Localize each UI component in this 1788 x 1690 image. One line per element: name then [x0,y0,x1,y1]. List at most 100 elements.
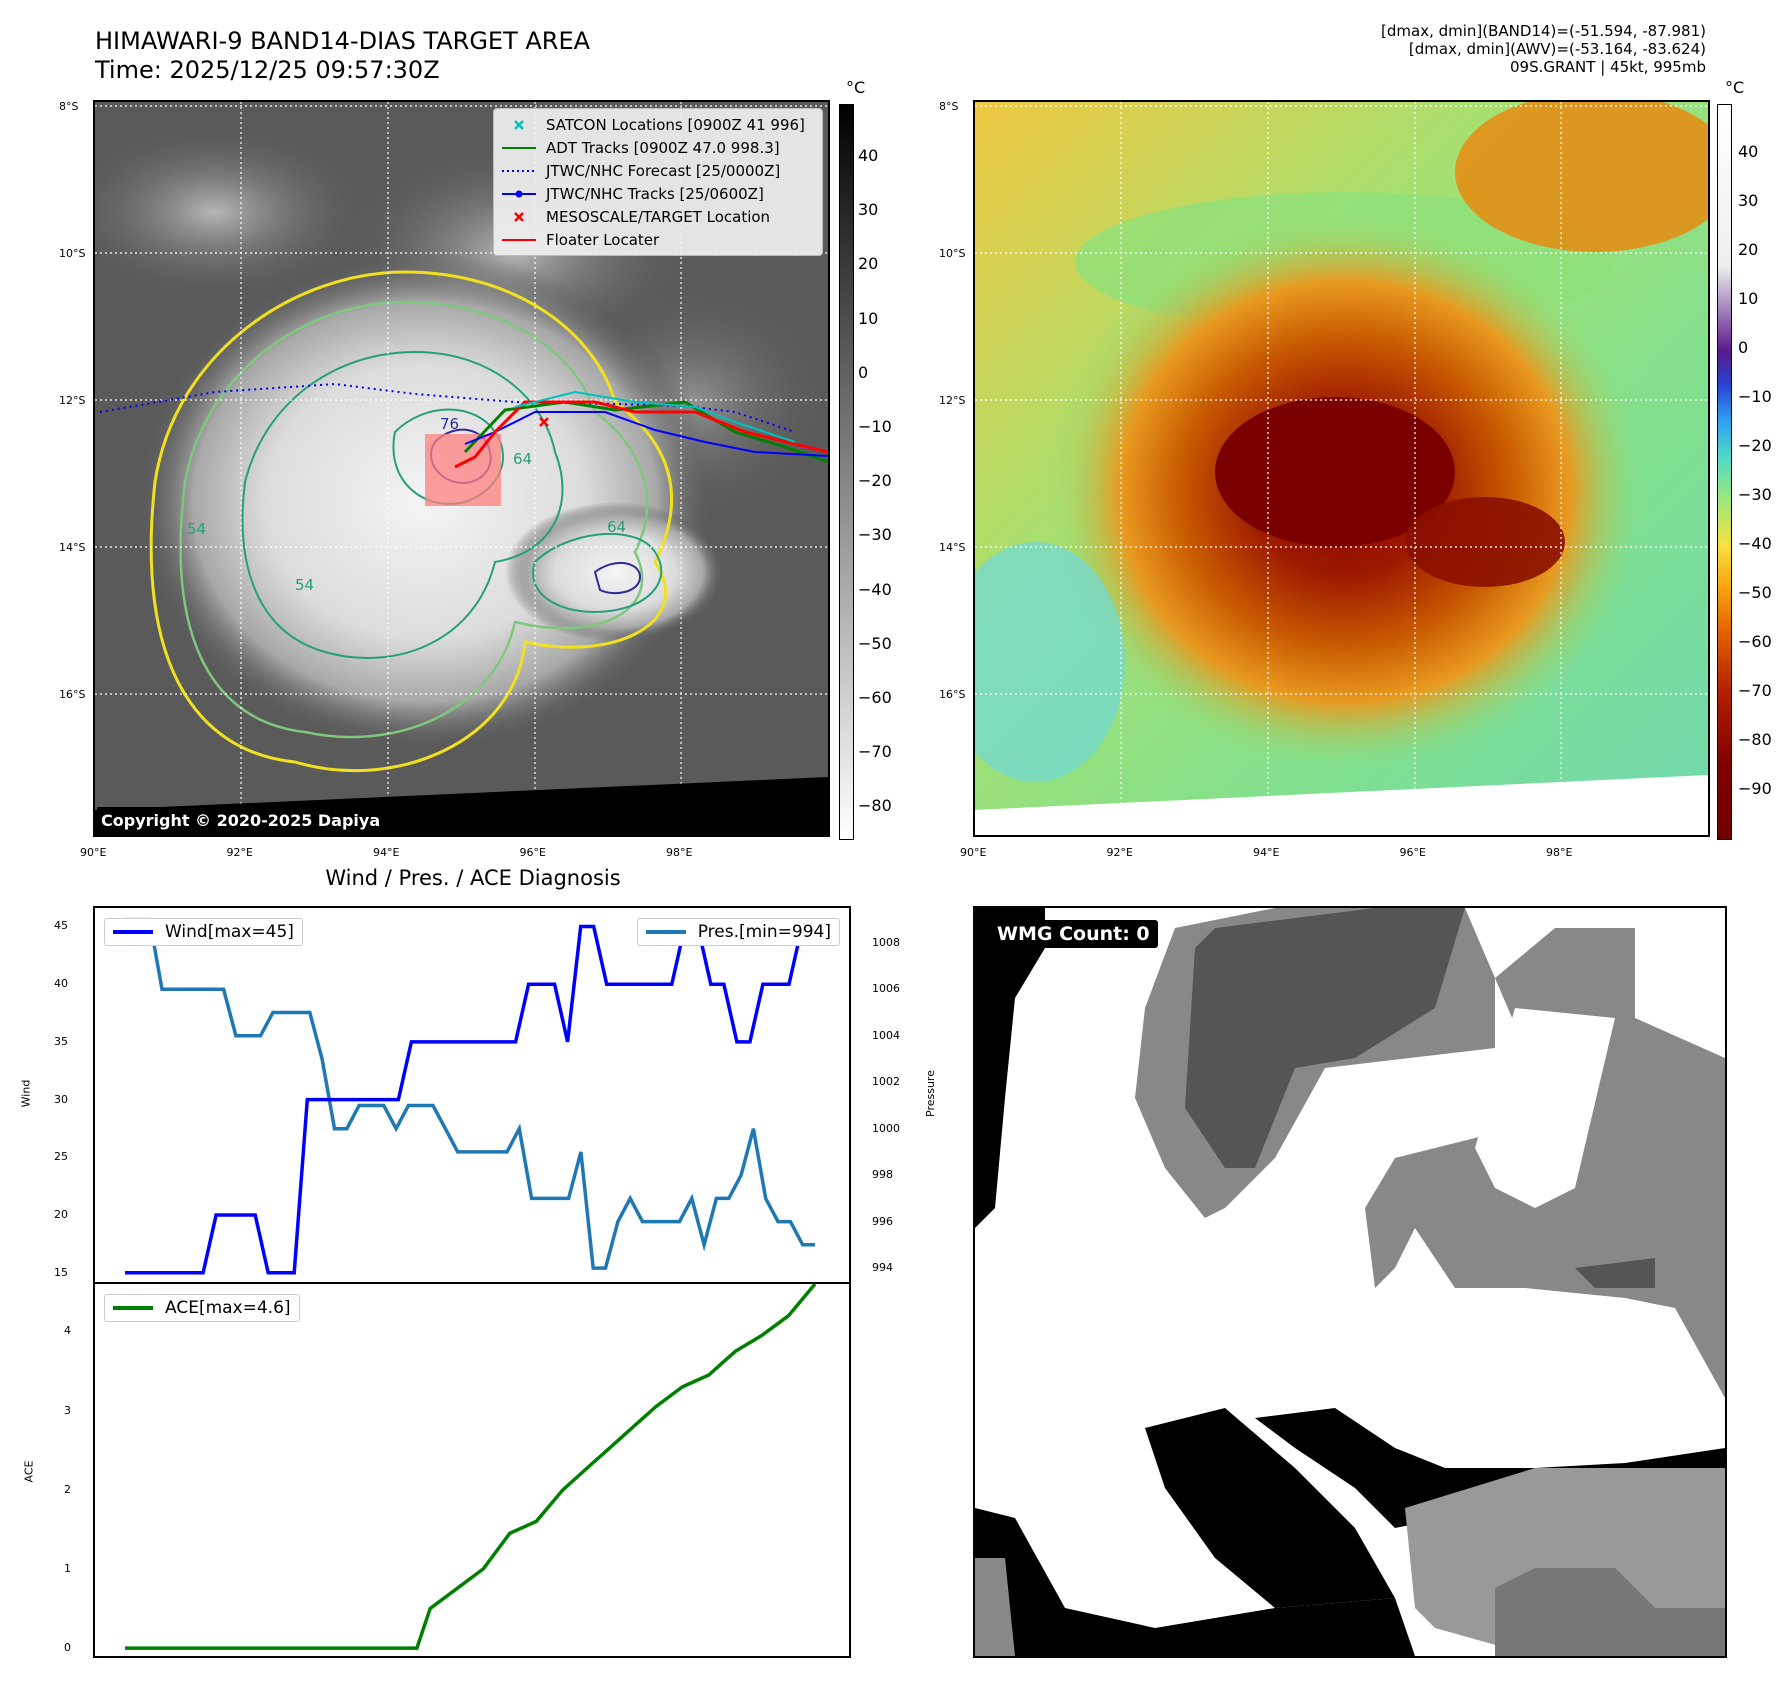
colorbar-tick-label: −80 [858,796,892,816]
colorbar-tick-label: −30 [1738,485,1772,504]
lat-tick-label: 16°S [939,688,966,701]
legend-swatch [502,141,536,155]
lon-tick-label: 96°E [1399,846,1426,859]
lon-tick-label: 96°E [519,846,546,859]
pressure-tick-label: 1006 [872,982,900,996]
lon-tick-label: 92°E [226,846,253,859]
ace-tick-label: 2 [64,1482,71,1496]
colorbar-tick-label: 0 [858,362,869,382]
legend-label: ADT Tracks [0900Z 47.0 998.3] [546,138,780,157]
jtwc-track [464,411,828,457]
lon-tick-label: 98°E [1546,846,1573,859]
pressure-tick-label: 1008 [872,935,900,949]
title-line-2: Time: 2025/12/25 09:57:30Z [95,56,440,84]
ace-legend-label: ACE[max=4.6] [165,1298,291,1318]
wind-tick-label: 40 [54,977,68,991]
wind-axis-label: Wind [19,1079,33,1108]
colorbar-tick-label: 20 [858,254,879,274]
ir-map-panel[interactable]: 76 64 54 54 64 Copyright © 2020-2025 Dap… [93,100,830,837]
colorbar-tick-label: 0 [1738,338,1749,357]
storm-info: [dmax, dmin](BAND14)=(-51.594, -87.981) … [1381,22,1706,76]
colorbar-tick-label: −10 [1738,387,1772,406]
pressure-tick-label: 1002 [872,1075,900,1089]
pressure-tick-label: 1004 [872,1028,900,1042]
lat-tick-label: 12°S [939,394,966,407]
ace-tick-label: 4 [64,1324,71,1338]
lat-tick-label: 10°S [939,247,966,260]
ace-line [125,1284,817,1650]
lat-tick-label: 14°S [939,541,966,554]
wind-pressure-panel: Wind[max=45] Pres.[min=994] [93,906,851,1284]
ace-legend-line [113,1306,153,1310]
copyright-banner: Copyright © 2020-2025 Dapiya [97,807,828,835]
wind-tick-label: 15 [54,1265,68,1279]
ace-plot [125,1284,817,1650]
diagnosis-title: Wind / Pres. / ACE Diagnosis [325,866,621,890]
legend-swatch [502,233,536,247]
legend-item: MESOSCALE/TARGET Location [502,205,814,228]
target-area-box [425,434,501,506]
lat-tick-label: 8°S [59,100,79,113]
page-title: HIMAWARI-9 BAND14-DIAS TARGET AREA Time:… [95,27,590,85]
awv-map-panel[interactable] [973,100,1710,837]
lat-tick-label: 8°S [939,100,959,113]
awv-map-image [975,102,1708,835]
adt-track [463,400,828,464]
contour-label-76: 76 [440,415,459,433]
legend-item: SATCON Locations [0900Z 41 996] [502,113,814,136]
gray-colorbar [839,104,854,840]
target-marker [539,417,549,427]
colorbar-tick-label: −50 [1738,583,1772,602]
forecast-track [99,382,796,433]
storm-name: 09S.GRANT | 45kt, 995mb [1509,58,1706,76]
lon-tick-label: 90°E [80,846,107,859]
lon-tick-label: 92°E [1106,846,1133,859]
lat-tick-label: 12°S [59,394,86,407]
colorbar-tick-label: 30 [858,200,879,220]
legend-label: SATCON Locations [0900Z 41 996] [546,115,805,134]
lon-tick-label: 94°E [1253,846,1280,859]
legend-item: Floater Locater [502,228,814,251]
lon-tick-label: 90°E [960,846,987,859]
colorbar-tick-label: 10 [858,308,879,328]
wmg-panel: WMG Count: 0 [973,906,1727,1658]
legend-label: JTWC/NHC Tracks [25/0600Z] [546,184,764,203]
legend-swatch [502,164,536,178]
wmg-count-badge: WMG Count: 0 [989,920,1158,948]
colorbar-tick-label: −70 [858,742,892,762]
floater-track [454,400,828,469]
wind-legend-label: Wind[max=45] [165,922,294,942]
lon-tick-label: 98°E [666,846,693,859]
pressure-tick-label: 998 [872,1168,893,1182]
colorbar-tick-label: −40 [858,579,892,599]
colorbar-tick-label: −80 [1738,730,1772,749]
wind-tick-label: 25 [54,1150,68,1164]
ace-tick-label: 3 [64,1403,71,1417]
colorbar-tick-label: −60 [858,688,892,707]
legend-swatch [502,118,536,132]
legend-swatch [502,210,536,224]
colorbar-tick-label: −30 [858,525,892,545]
wind-tick-label: 20 [54,1208,68,1222]
satcon-track [514,390,796,443]
legend-item: JTWC/NHC Tracks [25/0600Z] [502,182,814,205]
wmg-image [975,908,1725,1656]
lat-tick-label: 16°S [59,688,86,701]
colorbar-tick-label: −90 [1738,779,1772,798]
wind-pressure-plot [125,917,815,1275]
pressure-legend-line [645,930,686,934]
colorbar-tick-label: −10 [858,417,892,436]
awv-colorbar [1717,104,1732,840]
pressure-axis-label: Pressure [923,1070,937,1117]
pressure-legend-label: Pres.[min=994] [697,922,831,942]
ace-tick-label: 1 [64,1561,71,1575]
colorbar-tick-label: 10 [1738,289,1759,308]
legend-label: JTWC/NHC Forecast [25/0000Z] [546,161,781,180]
contour-label-64a: 64 [513,450,532,468]
ace-axis-label: ACE [22,1460,36,1483]
ace-panel: ACE[max=4.6] [93,1282,851,1658]
contour-label-64b: 64 [607,518,626,536]
colorbar-tick-label: 30 [1738,191,1759,210]
pressure-tick-label: 1000 [872,1121,900,1135]
contour-label-54a: 54 [187,520,206,538]
